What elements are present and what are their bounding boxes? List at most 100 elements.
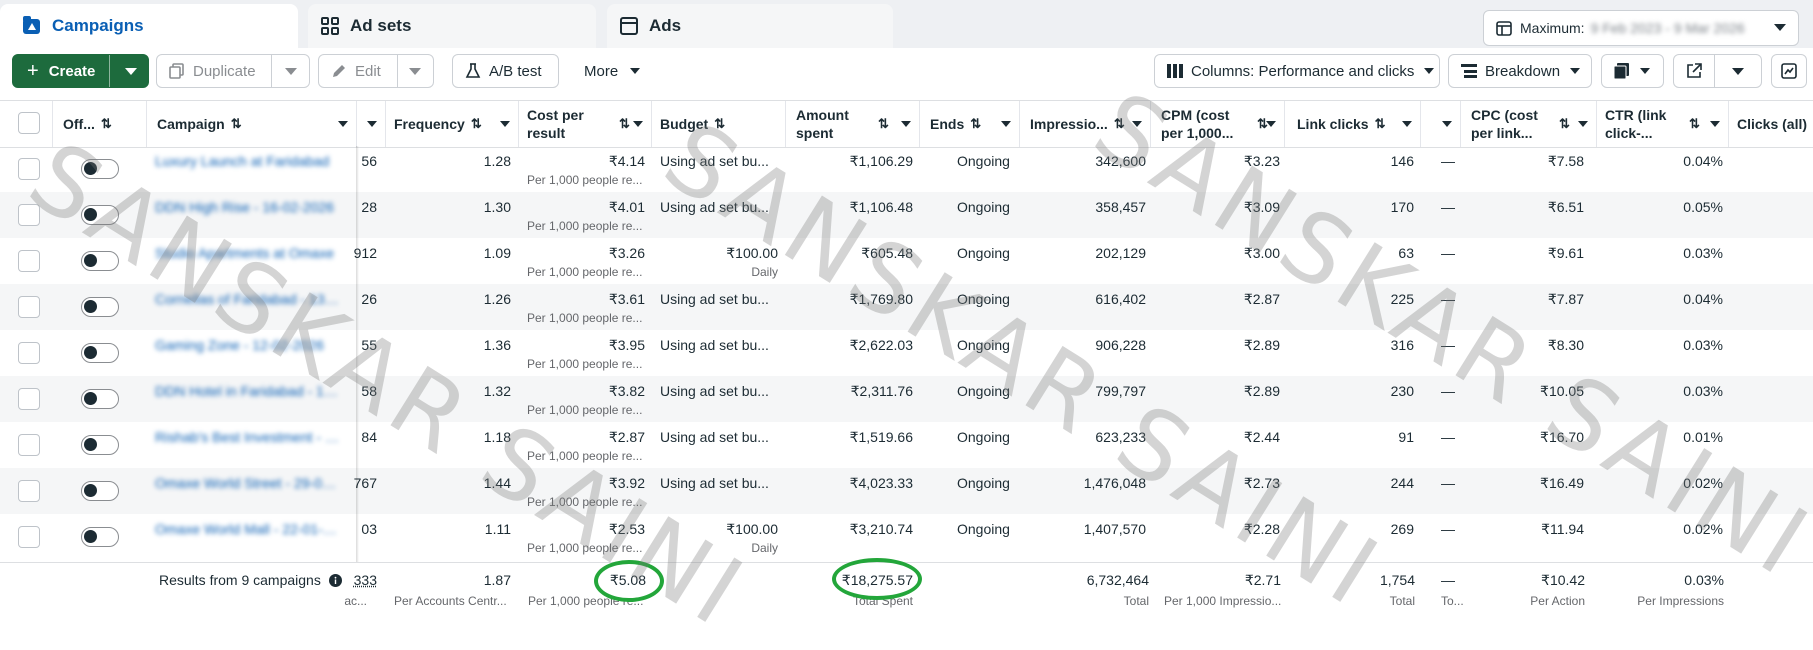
row-checkbox[interactable] <box>18 526 40 548</box>
campaign-toggle[interactable] <box>81 251 119 271</box>
chevron-down-icon[interactable] <box>1710 121 1720 127</box>
row-checkbox[interactable] <box>18 480 40 502</box>
sort-icon[interactable]: ⇅ <box>1559 116 1570 131</box>
row-checkbox[interactable] <box>18 204 40 226</box>
toggle-knob <box>84 438 97 451</box>
chevron-down-icon[interactable] <box>1266 121 1276 127</box>
header-impressions[interactable]: Impressio... ⇅ <box>1020 101 1151 147</box>
chart-button[interactable] <box>1771 54 1807 88</box>
campaign-name-link[interactable]: Cornellas of Faridabad - 13-02 <box>155 291 340 307</box>
header-ctr[interactable]: CTR (link click-... ⇅ <box>1597 101 1729 147</box>
header-partial[interactable] <box>359 101 386 147</box>
header-ends[interactable]: Ends ⇅ <box>920 101 1020 147</box>
flask-icon <box>465 63 481 79</box>
ab-test-button[interactable]: A/B test <box>452 54 559 88</box>
header-cpc[interactable]: CPC (cost per link... ⇅ <box>1461 101 1597 147</box>
info-icon[interactable] <box>328 574 342 587</box>
campaign-name-link[interactable]: Omaxe World Mall - 22-01-2026 <box>155 521 340 537</box>
campaign-name-link[interactable]: Omaxe World Street - 29-01-2026 <box>155 475 340 491</box>
campaign-name-link[interactable]: Luxury Launch at Faridabad <box>155 153 330 169</box>
select-all-checkbox[interactable] <box>18 112 40 134</box>
reports-button[interactable] <box>1601 54 1664 88</box>
table-row[interactable]: DDN Hotel in Faridabad - 10-02 58 1.32 ₹3.8… <box>0 376 1813 422</box>
table-row[interactable]: Cornellas of Faridabad - 13-02 26 1.26 ₹3.6… <box>0 284 1813 330</box>
export-button[interactable] <box>1673 54 1762 88</box>
campaign-toggle[interactable] <box>81 527 119 547</box>
chevron-down-icon[interactable] <box>338 121 348 127</box>
row-checkbox[interactable] <box>18 158 40 180</box>
table-row[interactable]: Omaxe World Mall - 22-01-2026 03 1.11 ₹2.53… <box>0 514 1813 560</box>
table-row[interactable]: Omaxe World Street - 29-01-2026 767 1.44 ₹3… <box>0 468 1813 514</box>
chevron-down-icon[interactable] <box>1001 121 1011 127</box>
tab-campaigns[interactable]: Campaigns <box>0 4 298 48</box>
sort-icon[interactable]: ⇅ <box>878 116 889 131</box>
header-amount-spent[interactable]: Amount spent ⇅ <box>786 101 920 147</box>
create-button[interactable]: + Create <box>12 54 149 88</box>
chevron-down-icon[interactable] <box>1732 68 1744 75</box>
campaign-name-link[interactable]: DDN Hotel in Faridabad - 10-02 <box>155 383 340 399</box>
header-campaign[interactable]: Campaign ⇅ <box>147 101 357 147</box>
sort-icon[interactable]: ⇅ <box>1113 116 1125 131</box>
sort-icon[interactable]: ⇅ <box>619 116 630 131</box>
row-checkbox[interactable] <box>18 388 40 410</box>
header-link-clicks[interactable]: Link clicks ⇅ <box>1285 101 1421 147</box>
date-range-picker[interactable]: Maximum: 9 Feb 2023 - 9 Mar 2026 <box>1483 10 1799 46</box>
row-checkbox[interactable] <box>18 250 40 272</box>
chevron-down-icon[interactable] <box>1132 121 1142 127</box>
tab-ad-sets[interactable]: Ad sets <box>308 4 596 48</box>
chevron-down-icon[interactable] <box>1578 121 1588 127</box>
chevron-down-icon[interactable] <box>367 121 377 127</box>
campaign-toggle[interactable] <box>81 297 119 317</box>
sort-icon[interactable]: ⇅ <box>470 116 482 131</box>
campaign-toggle[interactable] <box>81 343 119 363</box>
campaign-toggle[interactable] <box>81 481 119 501</box>
header-unnamed[interactable] <box>1421 101 1461 147</box>
table-row[interactable]: Rishab's Best Investment - 09-02 84 1.18 ₹2… <box>0 422 1813 468</box>
more-button[interactable]: More <box>570 54 650 88</box>
sort-icon[interactable]: ⇅ <box>1257 116 1268 131</box>
duplicate-button[interactable]: Duplicate <box>156 54 310 88</box>
toggle-knob <box>84 300 97 313</box>
breakdown-button[interactable]: Breakdown <box>1448 54 1592 88</box>
sort-icon[interactable]: ⇅ <box>714 116 726 131</box>
sort-icon[interactable]: ⇅ <box>1374 116 1386 131</box>
header-off[interactable]: Off... ⇅ <box>53 101 147 147</box>
table-row[interactable]: Gaming Zone - 12-02-2026 55 1.36 ₹3.95 Per 1… <box>0 330 1813 376</box>
sort-icon[interactable]: ⇅ <box>100 116 112 131</box>
table-row[interactable]: Luxury Launch at Faridabad 56 1.28 ₹4.14 Per… <box>0 146 1813 192</box>
edit-button[interactable]: Edit <box>318 54 434 88</box>
campaign-name-link[interactable]: Gaming Zone - 12-02-2026 <box>155 337 324 353</box>
row-checkbox[interactable] <box>18 342 40 364</box>
chevron-down-icon[interactable] <box>1442 121 1452 127</box>
chevron-down-icon[interactable] <box>125 68 137 75</box>
campaign-toggle[interactable] <box>81 205 119 225</box>
campaign-name-link[interactable]: DDN High Rise - 16-02-2026 <box>155 199 334 215</box>
tab-ads[interactable]: Ads <box>607 4 893 48</box>
table-row[interactable]: Studio Apartments at Omaxe 912 1.09 ₹3.26 Pe… <box>0 238 1813 284</box>
header-cost-per-result[interactable]: Cost per result ⇅ <box>519 101 652 147</box>
chevron-down-icon[interactable] <box>500 121 510 127</box>
header-clicks-all[interactable]: Clicks (all) <box>1729 101 1813 147</box>
header-cpm[interactable]: CPM (cost per 1,000... ⇅ <box>1151 101 1285 147</box>
header-budget[interactable]: Budget ⇅ <box>652 101 786 147</box>
campaign-toggle[interactable] <box>81 389 119 409</box>
table-row[interactable]: DDN High Rise - 16-02-2026 28 1.30 ₹4.01 Per… <box>0 192 1813 238</box>
campaign-toggle[interactable] <box>81 435 119 455</box>
sort-icon[interactable]: ⇅ <box>230 116 242 131</box>
row-checkbox[interactable] <box>18 434 40 456</box>
sort-icon[interactable]: ⇅ <box>1689 116 1700 131</box>
chevron-down-icon[interactable] <box>285 68 297 75</box>
chevron-down-icon[interactable] <box>1402 121 1412 127</box>
impressions-value: 202,129 <box>1095 245 1146 261</box>
columns-button[interactable]: Columns: Performance and clicks <box>1154 54 1440 88</box>
header-frequency[interactable]: Frequency ⇅ <box>386 101 519 147</box>
chevron-down-icon[interactable] <box>409 68 421 75</box>
chevron-down-icon[interactable] <box>633 121 643 127</box>
campaign-name-link[interactable]: Rishab's Best Investment - 09-02 <box>155 429 340 445</box>
campaign-toggle[interactable] <box>81 159 119 179</box>
sort-icon[interactable]: ⇅ <box>970 116 982 131</box>
ctr-value: 0.03% <box>1683 383 1723 399</box>
row-checkbox[interactable] <box>18 296 40 318</box>
campaign-name-link[interactable]: Studio Apartments at Omaxe <box>155 245 334 261</box>
chevron-down-icon[interactable] <box>901 121 911 127</box>
